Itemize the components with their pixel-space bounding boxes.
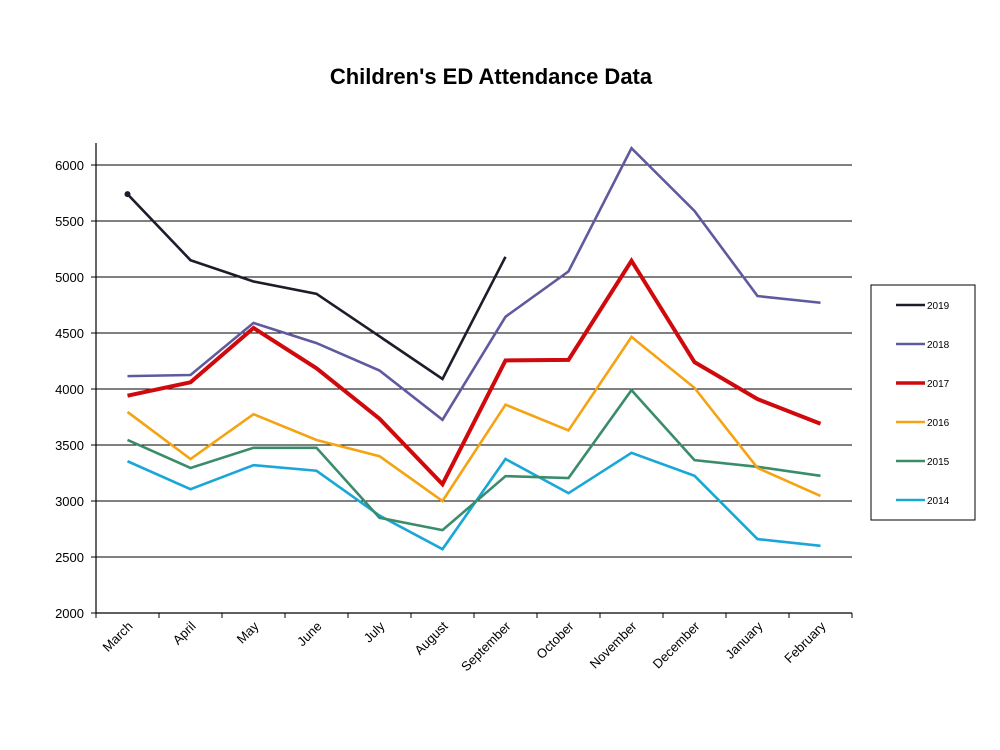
axes [95, 143, 852, 614]
legend-label: 2017 [927, 379, 950, 390]
x-tick-label: December [650, 618, 703, 671]
series-line-2017 [127, 257, 822, 488]
x-tick-label: January [722, 618, 766, 662]
y-tick-label: 2500 [55, 550, 84, 565]
y-tick-label: 4000 [55, 382, 84, 397]
legend: 2019 2018 2017 2016 2015 2014 [870, 284, 976, 521]
y-tick-label: 5000 [55, 270, 84, 285]
chart-title: Children's ED Attendance Data [330, 64, 653, 89]
legend-item-2015: 2015 [896, 457, 950, 468]
y-tick-label: 3000 [55, 494, 84, 509]
legend-item-2018: 2018 [896, 340, 950, 351]
x-tick-label: March [99, 619, 135, 655]
legend-label: 2019 [927, 301, 950, 312]
y-axis-ticks: 2000 2500 3000 3500 4000 4500 5000 5500 6000 [55, 158, 96, 621]
legend-label: 2016 [927, 418, 950, 429]
series-point-2019 [124, 191, 131, 198]
legend-label: 2014 [927, 496, 950, 507]
x-tick-label: July [361, 618, 388, 645]
x-tick-label: November [587, 618, 640, 671]
x-tick-label: February [781, 618, 829, 666]
series-line-2015 [126, 388, 821, 532]
x-tick-label: August [411, 618, 450, 657]
series-line-2019 [126, 193, 507, 381]
x-tick-label: May [234, 618, 262, 646]
x-tick-label: April [170, 618, 199, 647]
legend-item-2016: 2016 [896, 418, 950, 429]
legend-item-2017: 2017 [896, 379, 950, 390]
legend-label: 2018 [927, 340, 950, 351]
gridlines [96, 164, 852, 558]
legend-item-2014: 2014 [896, 496, 950, 507]
x-tick-label: June [294, 619, 325, 650]
y-tick-label: 4500 [55, 326, 84, 341]
x-axis-ticks: March April May June July August September Octo… [95, 613, 853, 674]
x-tick-label: October [533, 618, 577, 662]
x-tick-label: September [458, 618, 514, 674]
legend-box [870, 284, 976, 521]
y-tick-label: 5500 [55, 214, 84, 229]
series-lines [124, 146, 822, 551]
legend-item-2019: 2019 [896, 301, 950, 312]
legend-label: 2015 [927, 457, 950, 468]
y-tick-label: 2000 [55, 606, 84, 621]
y-tick-label: 6000 [55, 158, 84, 173]
series-line-2018 [127, 146, 821, 422]
y-tick-label: 3500 [55, 438, 84, 453]
series-line-2016 [126, 335, 822, 503]
